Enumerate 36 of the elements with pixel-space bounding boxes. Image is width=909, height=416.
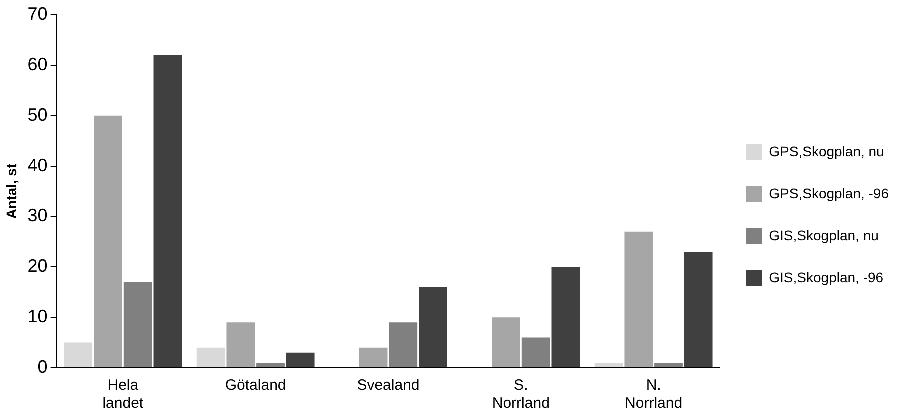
y-tick-label: 70 — [28, 4, 48, 24]
y-tick-label: 50 — [28, 104, 48, 125]
y-tick-label: 20 — [28, 256, 48, 276]
x-tick-label: S. Norrland — [492, 377, 550, 412]
bar — [94, 116, 122, 368]
y-tick-label: 60 — [28, 54, 48, 74]
x-tick-label: Hela landet — [102, 377, 144, 412]
bar — [684, 252, 713, 368]
y-tick-label: 30 — [28, 206, 48, 226]
bar — [522, 338, 550, 368]
bar — [64, 342, 93, 368]
x-tick-label: Götaland — [225, 377, 286, 394]
legend-label: GPS,Skogplan, -96 — [769, 185, 890, 202]
legend-label: GIS,Skogplan, nu — [769, 227, 879, 244]
x-tick-label: N. Norrland — [625, 377, 683, 412]
x-tick-label: Svealand — [357, 377, 420, 394]
bar — [256, 362, 285, 368]
y-tick-label: 40 — [28, 155, 48, 176]
bar — [286, 352, 315, 368]
bar — [124, 282, 152, 368]
bar — [196, 348, 226, 368]
bar — [389, 322, 418, 368]
y-axis-title: Antal, st — [3, 164, 20, 220]
bar — [359, 348, 388, 368]
y-tick-label: 10 — [28, 306, 48, 327]
bar — [552, 267, 580, 368]
bar — [154, 55, 182, 368]
y-tick-label: 0 — [38, 356, 48, 377]
bar — [492, 318, 520, 368]
bar — [654, 362, 683, 368]
bar — [419, 287, 448, 368]
legend-label: GIS,Skogplan, -96 — [769, 269, 884, 286]
bar — [624, 232, 654, 368]
bar — [594, 362, 624, 368]
bar — [226, 322, 256, 368]
legend-label: GPS,Skogplan, nu — [769, 143, 884, 160]
